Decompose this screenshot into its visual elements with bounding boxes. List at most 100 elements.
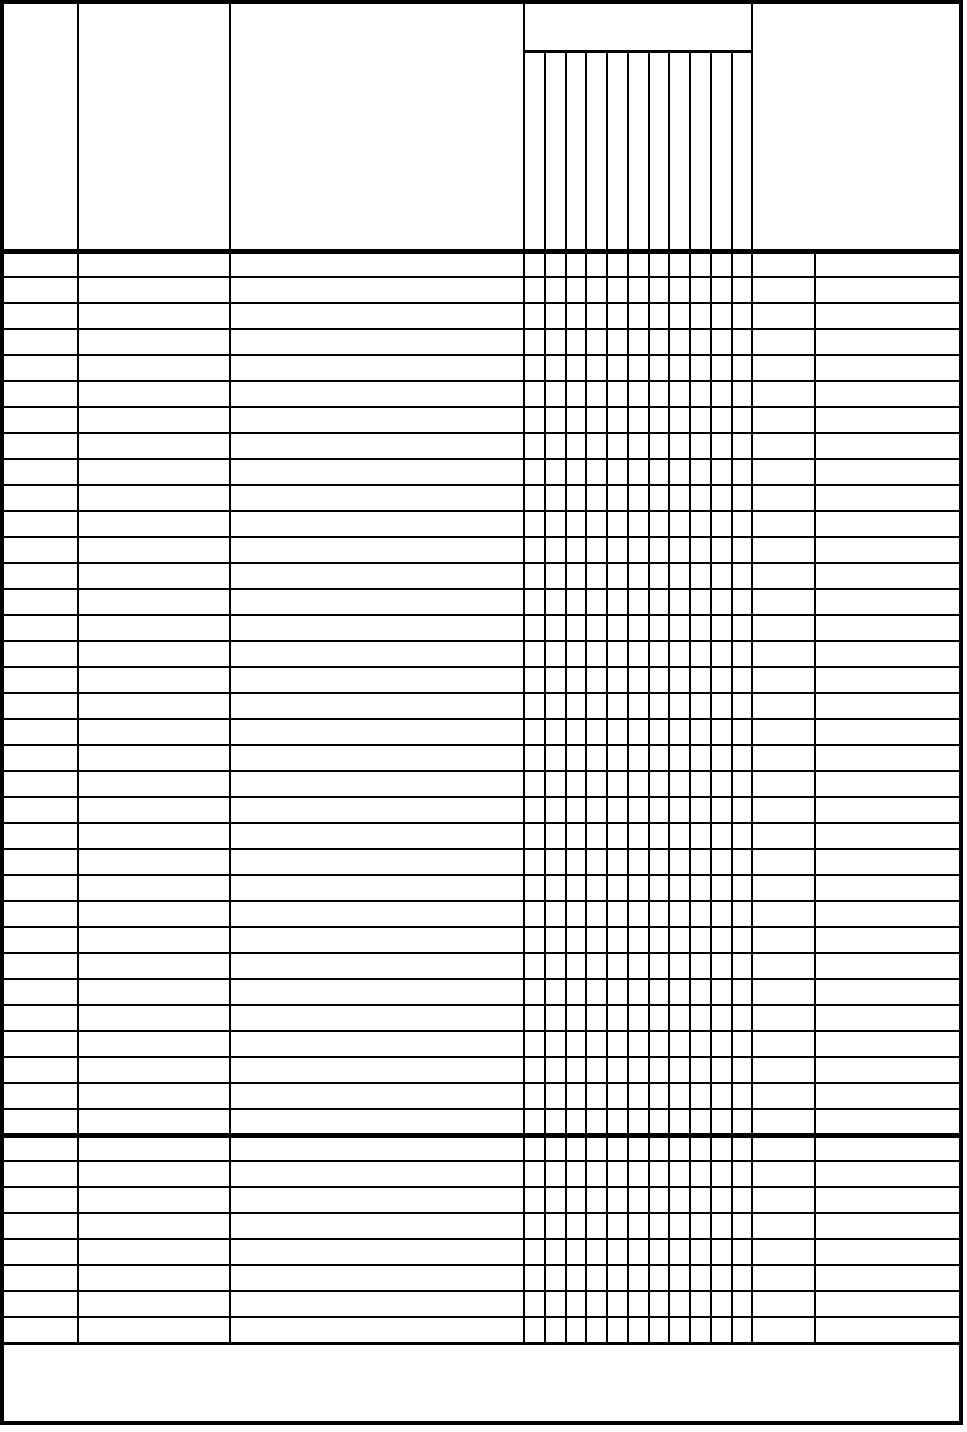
grid-cell bbox=[709, 1316, 733, 1344]
grid-cell bbox=[689, 848, 712, 876]
grid-cell bbox=[523, 718, 546, 746]
form-header bbox=[0, 1, 962, 252]
grid-cell bbox=[689, 536, 712, 564]
grid-cell bbox=[626, 744, 650, 772]
grid-cell bbox=[626, 354, 650, 382]
grid-cell bbox=[813, 1212, 963, 1240]
grid-cell bbox=[626, 302, 650, 330]
grid-cell bbox=[626, 276, 650, 304]
grid-cell bbox=[689, 1186, 712, 1214]
grid-cell bbox=[813, 926, 963, 954]
grid-cell bbox=[543, 1056, 567, 1084]
grid-cell bbox=[564, 796, 588, 824]
grid-cell bbox=[606, 666, 629, 694]
grid-cell bbox=[626, 588, 650, 616]
grid-cell bbox=[585, 718, 609, 746]
grid-cell bbox=[668, 536, 692, 564]
table-row bbox=[0, 822, 963, 850]
grid-cell bbox=[228, 588, 526, 616]
grid-cell bbox=[77, 484, 231, 512]
grid-cell bbox=[626, 562, 650, 590]
grid-cell bbox=[813, 796, 963, 824]
grid-cell bbox=[523, 248, 546, 278]
grid-cell bbox=[564, 822, 588, 850]
grid-cell bbox=[730, 302, 754, 330]
grid-cell bbox=[751, 1004, 816, 1032]
grid-cell bbox=[585, 900, 609, 928]
header-cell-left-wide bbox=[228, 1, 526, 252]
grid-cell bbox=[606, 1132, 629, 1162]
grid-cell bbox=[689, 1212, 712, 1240]
grid-cell bbox=[543, 926, 567, 954]
grid-cell bbox=[730, 432, 754, 460]
grid-cell bbox=[543, 328, 567, 356]
grid-cell bbox=[626, 1030, 650, 1058]
grid-cell bbox=[813, 744, 963, 772]
grid-cell bbox=[730, 796, 754, 824]
grid-cell bbox=[709, 614, 733, 642]
grid-cell bbox=[751, 1186, 816, 1214]
grid-cell bbox=[751, 458, 816, 486]
grid-cell bbox=[626, 1212, 650, 1240]
grid-cell bbox=[668, 1264, 692, 1292]
grid-cell bbox=[689, 926, 712, 954]
grid-cell bbox=[585, 380, 609, 408]
table-row bbox=[0, 1238, 963, 1266]
table-row bbox=[0, 1056, 963, 1084]
grid-cell bbox=[0, 536, 80, 564]
grid-cell bbox=[751, 1082, 816, 1110]
grid-cell bbox=[543, 248, 567, 278]
grid-cell bbox=[585, 1030, 609, 1058]
header-subcolumn-cell bbox=[668, 50, 692, 252]
grid-cell bbox=[751, 536, 816, 564]
grid-cell bbox=[668, 822, 692, 850]
grid-cell bbox=[77, 1108, 231, 1136]
footer-remarks-box bbox=[1, 1341, 962, 1424]
grid-cell bbox=[0, 484, 80, 512]
grid-cell bbox=[626, 380, 650, 408]
grid-cell bbox=[228, 276, 526, 304]
grid-cell bbox=[689, 744, 712, 772]
grid-cell bbox=[668, 614, 692, 642]
grid-cell bbox=[228, 744, 526, 772]
grid-cell bbox=[647, 848, 671, 876]
grid-cell bbox=[564, 978, 588, 1006]
grid-cell bbox=[564, 1212, 588, 1240]
grid-cell bbox=[0, 848, 80, 876]
grid-cell bbox=[585, 978, 609, 1006]
grid-cell bbox=[751, 614, 816, 642]
grid-cell bbox=[751, 1160, 816, 1188]
grid-cell bbox=[626, 796, 650, 824]
grid-cell bbox=[606, 1290, 629, 1318]
grid-cell bbox=[709, 666, 733, 694]
grid-cell bbox=[730, 640, 754, 668]
grid-cell bbox=[523, 1160, 546, 1188]
grid-cell bbox=[543, 1160, 567, 1188]
grid-cell bbox=[77, 666, 231, 694]
grid-cell bbox=[647, 1108, 671, 1136]
grid-cell bbox=[228, 328, 526, 356]
grid-cell bbox=[564, 458, 588, 486]
grid-cell bbox=[668, 1160, 692, 1188]
grid-cell bbox=[689, 248, 712, 278]
grid-cell bbox=[606, 978, 629, 1006]
grid-cell bbox=[626, 640, 650, 668]
grid-cell bbox=[709, 484, 733, 512]
grid-cell bbox=[668, 484, 692, 512]
table-row bbox=[0, 1030, 963, 1058]
grid-cell bbox=[709, 1082, 733, 1110]
grid-cell bbox=[0, 718, 80, 746]
grid-cell bbox=[647, 432, 671, 460]
grid-cell bbox=[523, 510, 546, 538]
grid-cell bbox=[228, 248, 526, 278]
grid-cell bbox=[77, 328, 231, 356]
grid-cell bbox=[813, 248, 963, 278]
grid-cell bbox=[730, 978, 754, 1006]
grid-cell bbox=[647, 536, 671, 564]
grid-cell bbox=[523, 900, 546, 928]
grid-cell bbox=[228, 354, 526, 382]
grid-cell bbox=[77, 458, 231, 486]
header-row-top bbox=[0, 1, 962, 252]
grid-cell bbox=[77, 1160, 231, 1188]
grid-cell bbox=[543, 770, 567, 798]
